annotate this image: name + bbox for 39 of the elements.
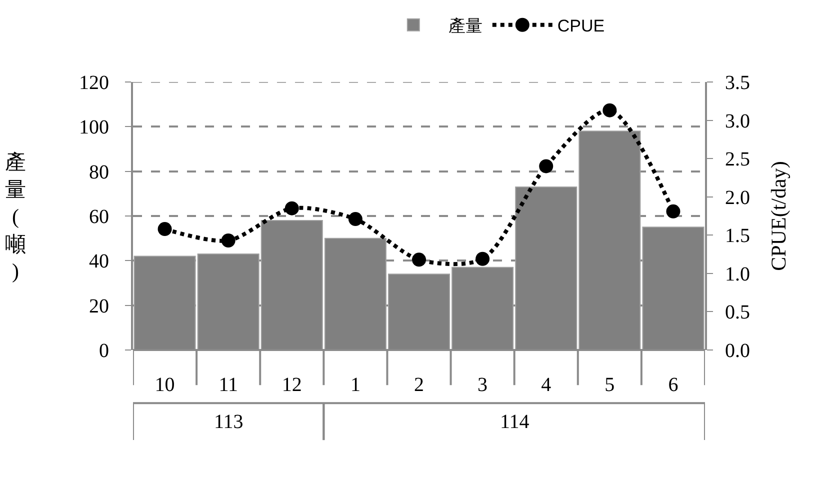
x-tick-label: 1 — [350, 374, 360, 396]
y-tick-label: 80 — [89, 161, 109, 184]
legend-label: CPUE — [557, 16, 605, 36]
y-tick-label: 60 — [89, 206, 109, 228]
point — [666, 204, 680, 218]
y2-tick-label: 0.0 — [725, 340, 750, 362]
x-tick-label: 6 — [668, 374, 678, 396]
y2-tick-label: 1.5 — [725, 225, 750, 248]
y-tick-label: 120 — [79, 72, 109, 94]
y-axis-title: 產量(噸) — [5, 150, 26, 284]
y2-axis-title: CPUE(t/day) — [766, 161, 791, 271]
y2-tick-label: 1.0 — [725, 263, 750, 286]
legend-label: 產量 — [448, 16, 482, 36]
y-tick-label: 0 — [99, 340, 109, 362]
y-tick-label: 20 — [89, 295, 109, 318]
point — [348, 212, 362, 226]
point — [602, 103, 617, 118]
point — [412, 252, 426, 267]
point — [539, 159, 554, 174]
x-tick-label: 3 — [478, 374, 488, 396]
y2-tick-label: 0.5 — [725, 302, 750, 324]
x-tick-label: 10 — [154, 374, 175, 396]
y2-tick-label: 3.5 — [725, 72, 750, 94]
x-tick-label: 11 — [218, 374, 238, 396]
y-tick-label: 100 — [79, 116, 109, 139]
x-tick-label: 12 — [282, 374, 302, 396]
x-tick-label: 2 — [414, 374, 424, 396]
y-tick-label: 40 — [89, 250, 109, 273]
text: 114 — [500, 411, 530, 433]
point — [476, 252, 490, 266]
text: 113 — [214, 411, 244, 433]
point — [158, 222, 172, 236]
y2-tick-label: 2.0 — [725, 186, 750, 209]
y2-tick-label: 2.5 — [725, 148, 750, 171]
y2-tick-label: 3.0 — [725, 110, 750, 132]
point — [284, 201, 299, 216]
x-tick-label: 4 — [541, 374, 552, 396]
x-tick-label: 5 — [604, 374, 615, 396]
point — [221, 234, 236, 248]
